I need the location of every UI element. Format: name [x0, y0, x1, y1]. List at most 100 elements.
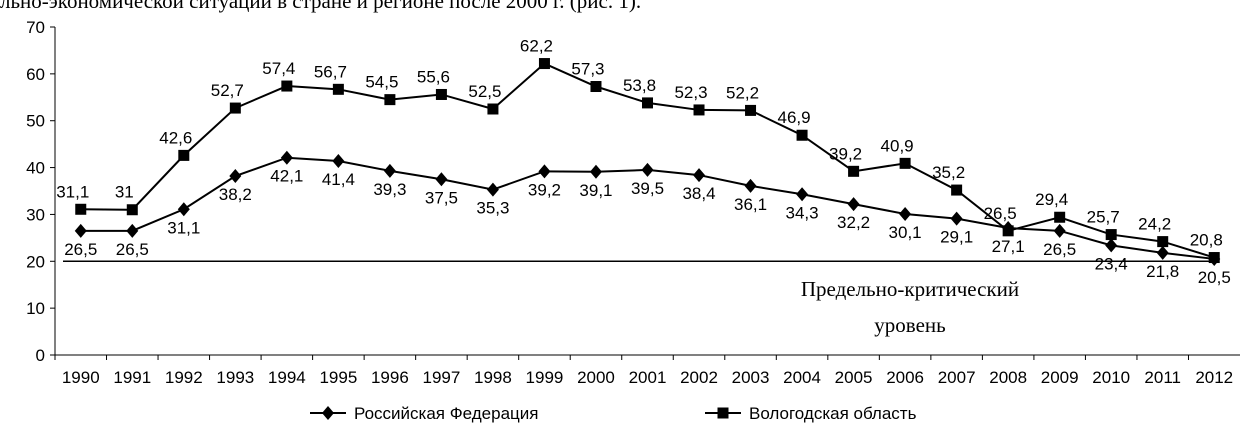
data-label: 39,5 — [631, 179, 664, 198]
x-tick-label: 2010 — [1092, 368, 1130, 387]
x-tick-label: 1990 — [62, 368, 100, 387]
data-label: 53,8 — [623, 76, 656, 95]
data-label: 37,5 — [425, 188, 458, 207]
y-tick-label: 10 — [26, 299, 45, 318]
data-label: 52,5 — [468, 82, 501, 101]
x-tick-label: 1998 — [474, 368, 512, 387]
marker — [281, 80, 293, 92]
data-label: 57,4 — [262, 59, 295, 78]
data-label: 23,4 — [1095, 254, 1128, 273]
data-label: 56,7 — [314, 62, 347, 81]
y-tick-label: 40 — [26, 159, 45, 178]
data-label: 26,5 — [1043, 240, 1076, 259]
data-label: 20,8 — [1190, 231, 1223, 250]
marker — [744, 178, 757, 193]
data-label: 57,3 — [571, 60, 604, 79]
marker — [75, 203, 87, 215]
data-label: 35,2 — [932, 163, 965, 182]
data-label: 35,3 — [476, 199, 509, 218]
data-label: 40,9 — [881, 136, 914, 155]
data-label: 26,5 — [64, 240, 97, 259]
marker — [796, 129, 808, 141]
data-label: 26,5 — [984, 204, 1017, 223]
data-label: 29,1 — [940, 228, 973, 247]
data-label: 42,1 — [270, 167, 303, 186]
marker — [435, 88, 447, 100]
marker — [435, 172, 448, 187]
data-label: 52,2 — [726, 83, 759, 102]
legend-label: Российская Федерация — [354, 404, 538, 423]
data-label: 41,4 — [322, 170, 355, 189]
marker — [280, 150, 293, 165]
marker — [693, 104, 705, 116]
caption: льно-экономической ситуации в стране и р… — [0, 0, 641, 13]
x-tick-label: 1993 — [216, 368, 254, 387]
y-tick-label: 20 — [26, 252, 45, 271]
marker — [177, 202, 190, 217]
data-label: 55,6 — [417, 67, 450, 86]
marker — [383, 163, 396, 178]
x-tick-label: 2005 — [835, 368, 873, 387]
data-label: 30,1 — [889, 223, 922, 242]
x-tick-label: 1999 — [526, 368, 564, 387]
data-label: 42,6 — [159, 128, 192, 147]
marker — [486, 182, 499, 197]
data-label: 20,5 — [1198, 268, 1231, 287]
marker — [178, 149, 190, 161]
data-label: 31,1 — [167, 218, 200, 237]
marker — [590, 81, 602, 93]
x-tick-label: 1991 — [113, 368, 151, 387]
y-tick-label: 30 — [26, 205, 45, 224]
y-tick-label: 50 — [26, 112, 45, 131]
marker — [693, 168, 706, 183]
x-tick-label: 2012 — [1195, 368, 1233, 387]
marker — [332, 83, 344, 95]
data-label: 46,9 — [778, 108, 811, 127]
annotation: уровень — [874, 313, 945, 337]
data-label: 29,4 — [1035, 190, 1068, 209]
x-tick-label: 2008 — [989, 368, 1027, 387]
marker — [899, 157, 911, 169]
x-tick-label: 2001 — [629, 368, 667, 387]
marker — [487, 103, 499, 115]
data-label: 39,2 — [829, 144, 862, 163]
x-tick-label: 1997 — [422, 368, 460, 387]
marker — [717, 407, 729, 419]
x-tick-label: 2000 — [577, 368, 615, 387]
marker — [589, 164, 602, 179]
marker — [229, 169, 242, 184]
x-tick-label: 2003 — [732, 368, 770, 387]
marker — [1105, 229, 1117, 241]
data-label: 24,2 — [1138, 215, 1171, 234]
legend-label: Вологодская область — [749, 404, 917, 423]
x-tick-label: 1995 — [319, 368, 357, 387]
x-tick-label: 2007 — [938, 368, 976, 387]
data-label: 52,3 — [674, 83, 707, 102]
marker — [848, 165, 860, 177]
data-label: 25,7 — [1087, 208, 1120, 227]
marker — [1053, 223, 1066, 238]
y-tick-label: 0 — [36, 346, 45, 365]
marker — [74, 223, 87, 238]
marker — [229, 102, 241, 114]
marker — [1208, 252, 1220, 264]
data-label: 38,2 — [219, 185, 252, 204]
marker — [1002, 225, 1014, 237]
x-tick-label: 1996 — [371, 368, 409, 387]
data-label: 39,3 — [373, 180, 406, 199]
marker — [796, 187, 809, 202]
data-label: 34,3 — [786, 203, 819, 222]
x-tick-label: 2011 — [1144, 368, 1181, 387]
y-tick-label: 60 — [26, 65, 45, 84]
marker — [951, 184, 963, 196]
data-label: 39,2 — [528, 180, 561, 199]
x-tick-label: 2004 — [783, 368, 821, 387]
marker — [384, 94, 396, 106]
data-label: 62,2 — [520, 37, 553, 56]
data-label: 52,7 — [211, 81, 244, 100]
marker — [126, 223, 139, 238]
marker — [642, 97, 653, 109]
marker — [847, 197, 860, 212]
x-tick-label: 2009 — [1041, 368, 1079, 387]
